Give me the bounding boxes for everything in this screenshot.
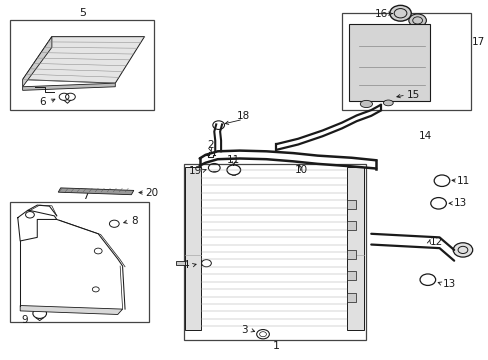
Bar	[346, 271, 355, 280]
Text: 6: 6	[39, 97, 45, 107]
Text: 16: 16	[374, 9, 387, 19]
Ellipse shape	[360, 100, 372, 108]
Bar	[10, 202, 149, 321]
Polygon shape	[58, 188, 134, 195]
Text: 13: 13	[453, 198, 466, 208]
Bar	[183, 164, 366, 339]
Bar	[176, 261, 184, 265]
Text: 4: 4	[183, 260, 189, 270]
Text: 14: 14	[418, 131, 431, 140]
Bar	[184, 167, 200, 330]
Polygon shape	[20, 306, 122, 315]
Circle shape	[408, 14, 426, 27]
Bar	[348, 24, 429, 101]
Text: 3: 3	[241, 325, 247, 335]
Text: 13: 13	[442, 279, 455, 289]
Bar	[346, 293, 355, 302]
Text: 18: 18	[236, 111, 249, 121]
Text: 17: 17	[471, 37, 484, 47]
Text: 20: 20	[145, 188, 158, 198]
Text: 8: 8	[131, 216, 138, 226]
Bar	[346, 250, 355, 259]
Text: 11: 11	[456, 176, 469, 186]
Polygon shape	[22, 83, 115, 90]
Bar	[10, 21, 154, 110]
Text: 1: 1	[272, 341, 279, 351]
Bar	[346, 200, 355, 209]
Text: 10: 10	[294, 165, 307, 175]
Polygon shape	[22, 37, 144, 83]
Text: 19: 19	[189, 166, 202, 176]
Bar	[346, 221, 355, 230]
Bar	[341, 13, 470, 110]
Text: 11: 11	[227, 154, 240, 165]
Bar	[346, 167, 363, 330]
Text: 15: 15	[406, 90, 419, 100]
Ellipse shape	[383, 100, 392, 106]
Text: 2: 2	[206, 140, 213, 150]
Text: 12: 12	[428, 237, 442, 247]
Polygon shape	[22, 37, 52, 87]
Circle shape	[452, 243, 472, 257]
Text: 9: 9	[22, 315, 28, 325]
Text: 5: 5	[79, 8, 86, 18]
Text: 7: 7	[82, 191, 89, 201]
Circle shape	[389, 5, 410, 21]
